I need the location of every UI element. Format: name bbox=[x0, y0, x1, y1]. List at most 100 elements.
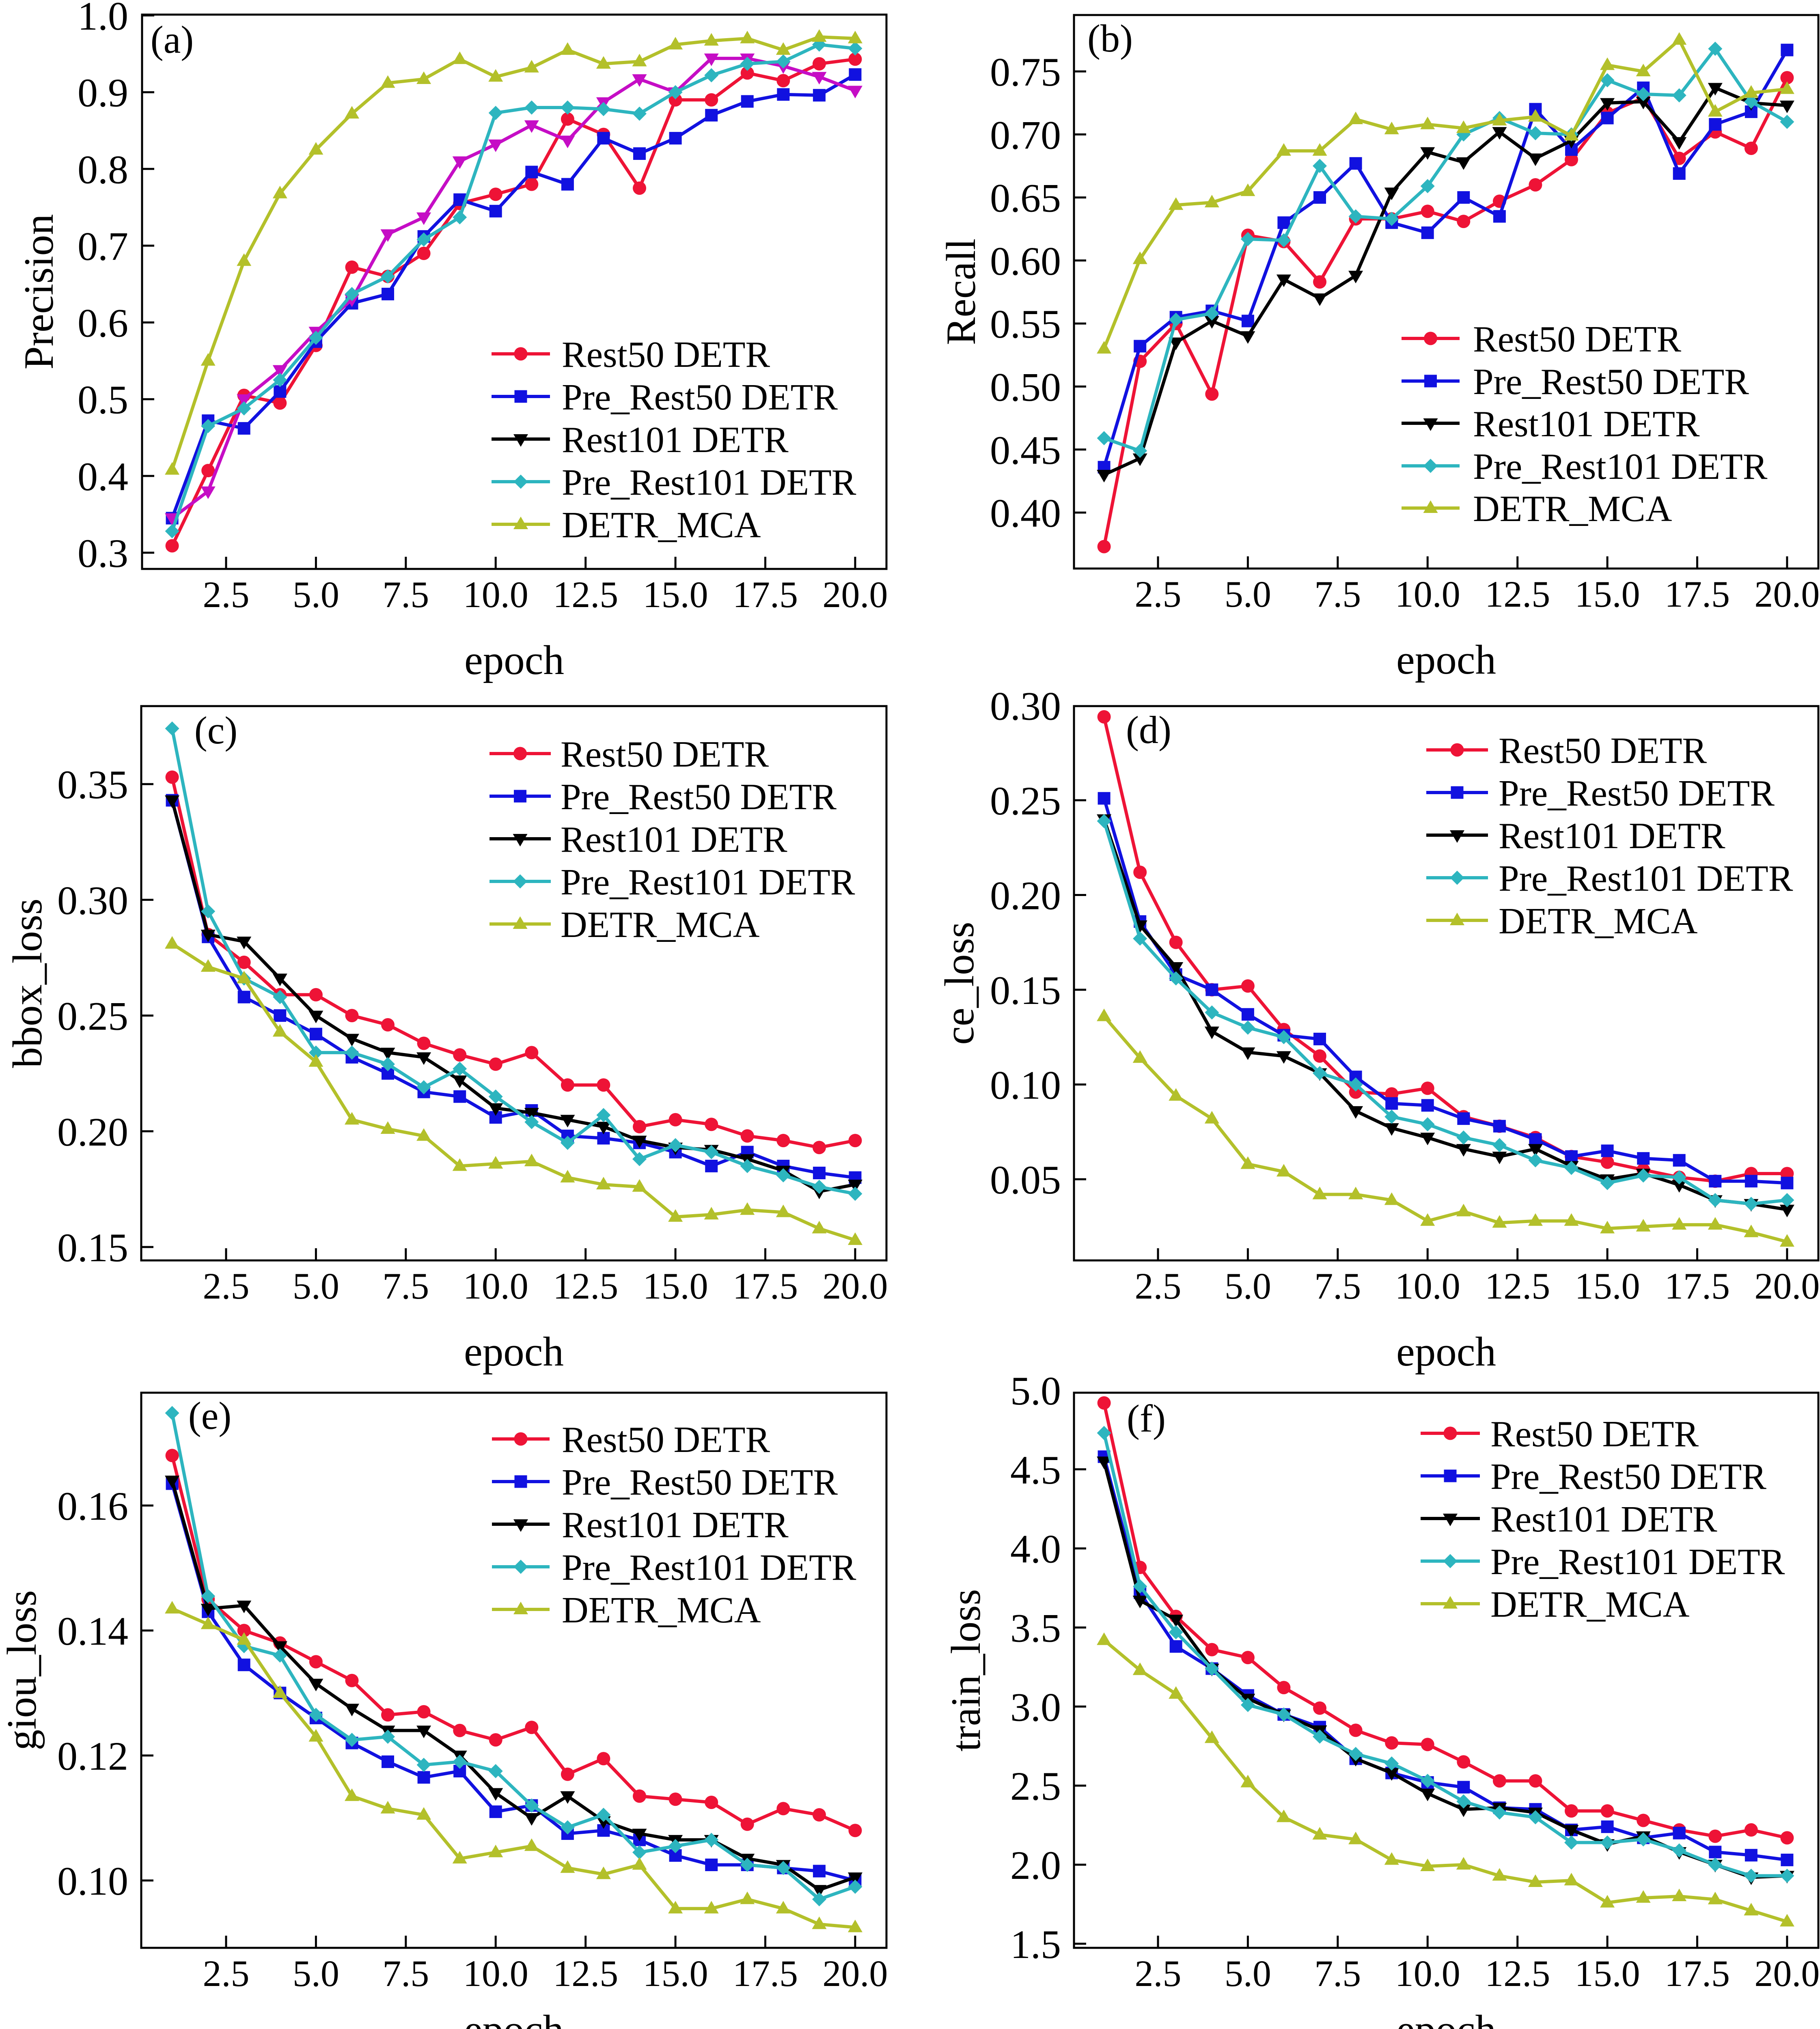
svg-text:2.5: 2.5 bbox=[1135, 573, 1182, 615]
svg-text:10.0: 10.0 bbox=[463, 1265, 528, 1307]
svg-text:5.0: 5.0 bbox=[1225, 1265, 1271, 1307]
svg-text:0.16: 0.16 bbox=[57, 1484, 128, 1529]
svg-text:(f): (f) bbox=[1127, 1397, 1166, 1440]
svg-text:Pre_Rest50 DETR: Pre_Rest50 DETR bbox=[1473, 361, 1749, 402]
svg-text:0.10: 0.10 bbox=[57, 1859, 128, 1904]
svg-text:Rest50 DETR: Rest50 DETR bbox=[1490, 1413, 1699, 1454]
svg-text:0.5: 0.5 bbox=[78, 377, 128, 422]
svg-text:Rest50 DETR: Rest50 DETR bbox=[1473, 319, 1681, 360]
svg-text:Pre_Rest101 DETR: Pre_Rest101 DETR bbox=[562, 1547, 856, 1588]
svg-text:(e): (e) bbox=[188, 1394, 232, 1437]
svg-text:0.35: 0.35 bbox=[57, 762, 128, 807]
svg-text:7.5: 7.5 bbox=[382, 1265, 429, 1307]
svg-text:4.5: 4.5 bbox=[1010, 1447, 1061, 1493]
svg-text:12.5: 12.5 bbox=[553, 574, 618, 615]
svg-text:15.0: 15.0 bbox=[1575, 1265, 1640, 1307]
svg-text:5.0: 5.0 bbox=[1010, 1368, 1061, 1413]
svg-text:0.60: 0.60 bbox=[990, 239, 1061, 284]
svg-text:4.0: 4.0 bbox=[1010, 1527, 1061, 1572]
svg-text:20.0: 20.0 bbox=[822, 574, 888, 615]
svg-text:0.7: 0.7 bbox=[78, 224, 128, 269]
svg-text:5.0: 5.0 bbox=[1225, 573, 1271, 615]
svg-text:0.25: 0.25 bbox=[57, 994, 128, 1039]
svg-text:2.0: 2.0 bbox=[1010, 1843, 1061, 1888]
svg-text:0.40: 0.40 bbox=[990, 491, 1061, 536]
svg-text:0.15: 0.15 bbox=[990, 968, 1061, 1013]
svg-text:1.0: 1.0 bbox=[78, 0, 128, 39]
svg-text:15.0: 15.0 bbox=[643, 1953, 708, 1994]
svg-text:epoch: epoch bbox=[464, 637, 564, 683]
svg-text:Pre_Rest101 DETR: Pre_Rest101 DETR bbox=[1473, 446, 1768, 487]
svg-text:0.25: 0.25 bbox=[990, 778, 1061, 823]
svg-text:0.6: 0.6 bbox=[78, 301, 128, 346]
svg-text:0.20: 0.20 bbox=[990, 873, 1061, 918]
svg-text:Pre_Rest101 DETR: Pre_Rest101 DETR bbox=[561, 862, 855, 902]
svg-text:Pre_Rest101 DETR: Pre_Rest101 DETR bbox=[562, 462, 856, 503]
svg-text:5.0: 5.0 bbox=[293, 1265, 339, 1307]
svg-text:17.5: 17.5 bbox=[1665, 1953, 1730, 1994]
svg-text:0.45: 0.45 bbox=[990, 428, 1061, 473]
svg-text:DETR_MCA: DETR_MCA bbox=[1490, 1584, 1690, 1625]
svg-text:7.5: 7.5 bbox=[1314, 1265, 1361, 1307]
svg-text:Rest50 DETR: Rest50 DETR bbox=[561, 734, 769, 775]
svg-text:Rest101 DETR: Rest101 DETR bbox=[562, 1504, 789, 1545]
svg-text:Pre_Rest50 DETR: Pre_Rest50 DETR bbox=[1490, 1456, 1766, 1497]
svg-text:Rest101 DETR: Rest101 DETR bbox=[562, 419, 789, 460]
svg-text:12.5: 12.5 bbox=[1485, 1953, 1550, 1994]
svg-text:0.55: 0.55 bbox=[990, 302, 1061, 347]
svg-text:Rest101 DETR: Rest101 DETR bbox=[1490, 1499, 1717, 1540]
svg-text:20.0: 20.0 bbox=[822, 1265, 888, 1307]
svg-text:Recall: Recall bbox=[938, 238, 984, 345]
svg-text:0.3: 0.3 bbox=[78, 531, 128, 576]
svg-text:10.0: 10.0 bbox=[1395, 1953, 1460, 1994]
svg-text:20.0: 20.0 bbox=[822, 1953, 888, 1994]
svg-text:Rest50 DETR: Rest50 DETR bbox=[562, 334, 770, 375]
svg-text:0.12: 0.12 bbox=[57, 1734, 128, 1779]
svg-text:epoch: epoch bbox=[464, 1329, 564, 1375]
svg-text:Rest101 DETR: Rest101 DETR bbox=[561, 819, 787, 860]
svg-text:(b): (b) bbox=[1087, 17, 1133, 60]
svg-text:DETR_MCA: DETR_MCA bbox=[561, 904, 760, 945]
svg-text:20.0: 20.0 bbox=[1754, 1265, 1820, 1307]
svg-text:epoch: epoch bbox=[464, 2007, 564, 2029]
svg-text:DETR_MCA: DETR_MCA bbox=[1473, 488, 1672, 529]
svg-text:(d): (d) bbox=[1126, 708, 1171, 752]
svg-text:0.14: 0.14 bbox=[57, 1609, 128, 1654]
svg-text:2.5: 2.5 bbox=[1010, 1764, 1061, 1809]
svg-text:0.9: 0.9 bbox=[78, 70, 128, 115]
svg-text:0.70: 0.70 bbox=[990, 112, 1061, 157]
svg-text:0.20: 0.20 bbox=[57, 1109, 128, 1155]
svg-text:epoch: epoch bbox=[1396, 637, 1496, 683]
svg-text:1.5: 1.5 bbox=[1010, 1922, 1061, 1967]
svg-text:ce_loss: ce_loss bbox=[936, 922, 983, 1045]
svg-text:Pre_Rest50 DETR: Pre_Rest50 DETR bbox=[562, 377, 838, 418]
svg-text:5.0: 5.0 bbox=[1225, 1953, 1271, 1994]
svg-text:17.5: 17.5 bbox=[733, 574, 798, 615]
svg-text:(a): (a) bbox=[151, 18, 194, 61]
svg-text:giou_loss: giou_loss bbox=[0, 1590, 45, 1751]
svg-text:Rest101 DETR: Rest101 DETR bbox=[1499, 815, 1725, 856]
svg-text:(c): (c) bbox=[194, 709, 238, 752]
svg-text:epoch: epoch bbox=[1396, 2007, 1496, 2029]
svg-text:Pre_Rest50 DETR: Pre_Rest50 DETR bbox=[561, 776, 837, 817]
svg-text:Rest50 DETR: Rest50 DETR bbox=[562, 1419, 770, 1460]
svg-text:0.30: 0.30 bbox=[990, 684, 1061, 729]
svg-text:0.50: 0.50 bbox=[990, 365, 1061, 410]
svg-text:bbox_loss: bbox_loss bbox=[4, 898, 51, 1068]
svg-text:2.5: 2.5 bbox=[1135, 1265, 1182, 1307]
svg-text:2.5: 2.5 bbox=[1135, 1953, 1182, 1994]
svg-text:DETR_MCA: DETR_MCA bbox=[562, 1590, 761, 1631]
svg-text:12.5: 12.5 bbox=[1485, 1265, 1550, 1307]
svg-text:17.5: 17.5 bbox=[1665, 573, 1730, 615]
svg-text:7.5: 7.5 bbox=[1314, 573, 1361, 615]
svg-text:10.0: 10.0 bbox=[1395, 1265, 1460, 1307]
svg-text:15.0: 15.0 bbox=[1575, 1953, 1640, 1994]
svg-text:train_loss: train_loss bbox=[943, 1589, 989, 1752]
svg-text:DETR_MCA: DETR_MCA bbox=[1499, 900, 1698, 941]
svg-text:2.5: 2.5 bbox=[203, 574, 250, 615]
svg-text:15.0: 15.0 bbox=[643, 574, 708, 615]
svg-text:10.0: 10.0 bbox=[463, 1953, 528, 1994]
svg-text:0.10: 0.10 bbox=[990, 1063, 1061, 1108]
svg-text:0.05: 0.05 bbox=[990, 1157, 1061, 1202]
svg-text:17.5: 17.5 bbox=[1665, 1265, 1730, 1307]
